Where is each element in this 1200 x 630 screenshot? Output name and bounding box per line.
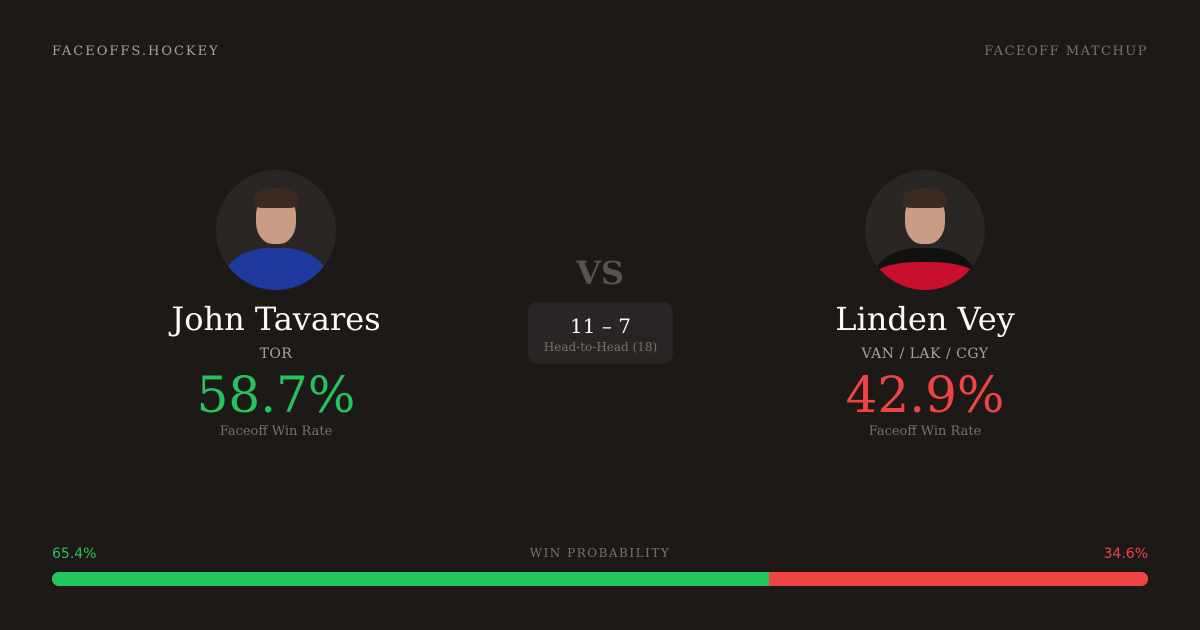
head-to-head-label: Head-to-Head (18) bbox=[543, 340, 658, 354]
win-probability-right-fill bbox=[768, 572, 1148, 586]
faceoff-rate-label: Faceoff Win Rate bbox=[219, 424, 333, 439]
win-probability-left-fill bbox=[52, 572, 769, 586]
win-probability-left: 65.4% bbox=[52, 546, 97, 562]
player-left: John Tavares TOR 58.7% Faceoff Win Rate bbox=[126, 170, 426, 439]
player-name: Linden Vey bbox=[835, 300, 1015, 338]
brand-logo: FACEOFFS.HOCKEY bbox=[52, 44, 220, 59]
win-probability-label: WIN PROBABILITY bbox=[529, 546, 671, 560]
head-to-head-card: 11 – 7 Head-to-Head (18) bbox=[528, 302, 673, 364]
faceoff-rate-label: Faceoff Win Rate bbox=[868, 424, 982, 439]
win-probability-bar bbox=[52, 572, 1148, 586]
win-probability-right: 34.6% bbox=[1103, 546, 1148, 562]
avatar bbox=[216, 170, 336, 290]
faceoff-rate: 42.9% bbox=[845, 366, 1005, 424]
faceoff-rate: 58.7% bbox=[196, 366, 356, 424]
player-name: John Tavares bbox=[171, 300, 381, 338]
head-to-head-score: 11 – 7 bbox=[570, 314, 631, 338]
player-team: TOR bbox=[259, 346, 293, 362]
avatar bbox=[865, 170, 985, 290]
page-tag: FACEOFF MATCHUP bbox=[984, 44, 1148, 59]
player-right: Linden Vey VAN / LAK / CGY 42.9% Faceoff… bbox=[775, 170, 1075, 439]
player-team: VAN / LAK / CGY bbox=[861, 346, 989, 362]
vs-label: VS bbox=[576, 254, 624, 292]
